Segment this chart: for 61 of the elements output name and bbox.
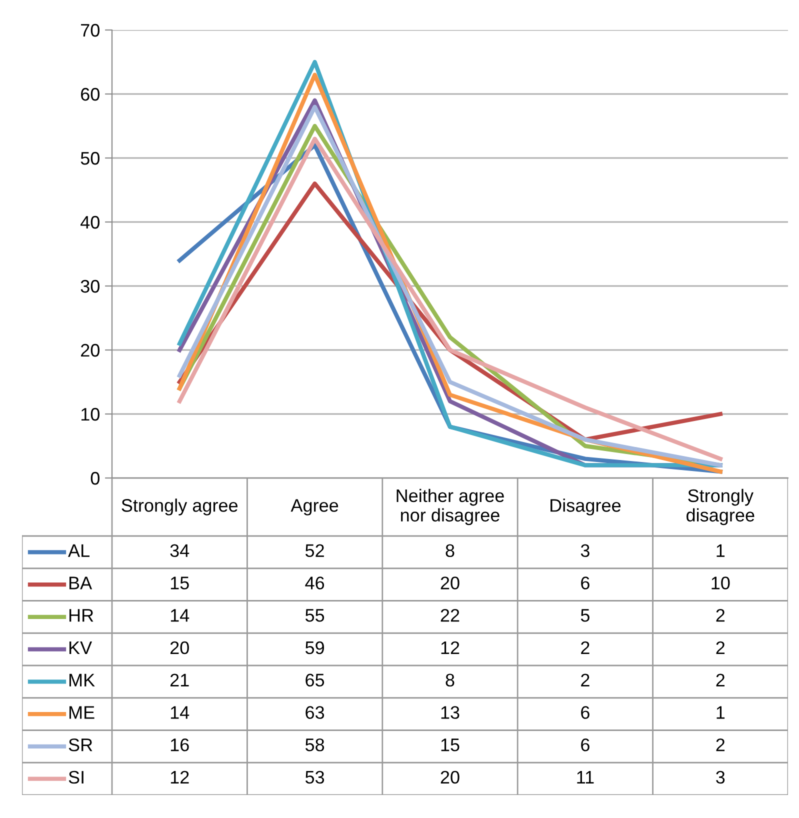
data-label: 16 xyxy=(170,738,189,752)
data-label: 20 xyxy=(170,641,189,654)
data-label: 3 xyxy=(716,770,725,784)
data-label: 5 xyxy=(580,609,590,622)
data-label: 2 xyxy=(581,641,590,654)
legend-label: SR xyxy=(68,738,92,752)
y-tick-label: 70 xyxy=(81,24,100,37)
x-tick-label: Strongly disagree xyxy=(686,488,754,526)
data-label: 14 xyxy=(170,706,190,719)
data-label: 10 xyxy=(712,576,730,590)
data-label: 46 xyxy=(305,576,324,590)
legend-label: SI xyxy=(68,770,84,784)
data-label: 21 xyxy=(170,674,189,686)
y-tick-label: 20 xyxy=(81,344,100,357)
data-label: 58 xyxy=(305,738,324,752)
data-label: 11 xyxy=(577,771,594,784)
data-label: 12 xyxy=(170,770,189,784)
data-label: 55 xyxy=(305,609,324,622)
y-tick-label: 40 xyxy=(80,216,100,229)
legend-label: KV xyxy=(69,642,92,654)
data-label: 34 xyxy=(170,544,190,558)
data-label: 14 xyxy=(170,609,190,622)
data-label: 1 xyxy=(716,706,725,719)
data-label: 2 xyxy=(716,641,725,654)
data-label: 8 xyxy=(446,544,454,558)
data-label: 2 xyxy=(716,609,725,622)
y-tick-label: 10 xyxy=(81,408,100,421)
data-label: 15 xyxy=(441,738,460,752)
data-label: 2 xyxy=(581,674,590,686)
y-tick-label: 0 xyxy=(90,472,100,485)
x-tick-label: Disagree xyxy=(550,498,621,516)
x-tick-label: Strongly agree xyxy=(122,498,238,516)
data-label: 2 xyxy=(716,738,725,752)
data-label: 6 xyxy=(581,576,590,590)
legend-label: BA xyxy=(69,576,92,590)
y-tick-label: 60 xyxy=(81,88,100,101)
data-label: 52 xyxy=(305,544,324,558)
legend-label: MK xyxy=(69,674,95,686)
data-label: 53 xyxy=(305,770,324,784)
data-label: 20 xyxy=(440,576,460,590)
data-label: 59 xyxy=(305,641,324,654)
data-label: 6 xyxy=(581,738,590,752)
y-tick-label: 50 xyxy=(80,152,100,165)
data-label: 13 xyxy=(441,706,460,719)
data-label: 65 xyxy=(306,674,324,687)
data-label: 20 xyxy=(440,770,460,784)
data-label: 22 xyxy=(440,609,460,622)
y-tick-label: 30 xyxy=(80,280,100,293)
legend-label: AL xyxy=(68,544,90,557)
data-label: 2 xyxy=(716,674,725,686)
legend-label: ME xyxy=(69,706,94,719)
legend-label: HR xyxy=(69,609,94,622)
data-label: 3 xyxy=(580,544,590,558)
data-label: 63 xyxy=(306,706,324,719)
x-tick-label: Agree xyxy=(290,499,338,516)
data-label: 1 xyxy=(716,544,725,557)
data-label: 15 xyxy=(170,576,189,590)
data-label: 8 xyxy=(446,674,454,687)
data-label: 6 xyxy=(581,706,590,719)
x-tick-label: Neither agree nor disagree xyxy=(396,488,504,526)
data-label: 12 xyxy=(441,641,460,654)
